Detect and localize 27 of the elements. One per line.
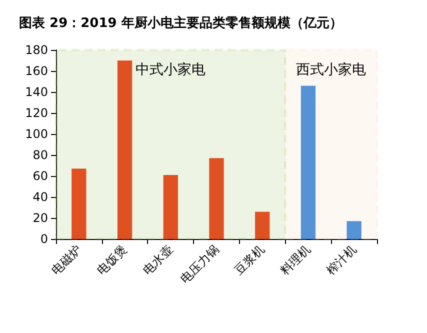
y-tick-label: 100 bbox=[25, 127, 48, 141]
y-tick-label: 120 bbox=[25, 106, 48, 120]
x-tick-label: 电压力锅 bbox=[178, 242, 222, 286]
y-tick-label: 0 bbox=[40, 232, 48, 246]
bar bbox=[117, 60, 132, 239]
y-tick-label: 40 bbox=[32, 190, 48, 204]
x-tick-label: 料理机 bbox=[278, 242, 314, 278]
band-label: 中式小家电 bbox=[136, 62, 206, 78]
bar bbox=[346, 221, 362, 239]
band-label: 西式小家电 bbox=[296, 62, 366, 78]
x-tick-label: 电水壶 bbox=[140, 242, 176, 278]
bar bbox=[209, 158, 224, 239]
x-tick-label: 电磁炉 bbox=[48, 242, 84, 278]
chart-title: 图表 29：2019 年厨小电主要品类零售额规模（亿元） bbox=[19, 15, 342, 31]
bar bbox=[255, 212, 270, 239]
y-tick-label: 20 bbox=[32, 211, 48, 225]
y-tick-label: 80 bbox=[32, 148, 48, 162]
x-tick-label: 榨汁机 bbox=[324, 242, 360, 278]
x-tick-label: 电饭煲 bbox=[94, 242, 130, 278]
y-tick-label: 160 bbox=[25, 64, 48, 78]
bar bbox=[163, 174, 178, 239]
bar bbox=[72, 168, 86, 239]
bar bbox=[300, 86, 316, 239]
x-tick-label: 豆浆机 bbox=[232, 242, 268, 278]
y-tick-label: 180 bbox=[25, 43, 48, 57]
y-tick-label: 140 bbox=[25, 85, 48, 99]
y-tick-label: 60 bbox=[32, 169, 48, 183]
